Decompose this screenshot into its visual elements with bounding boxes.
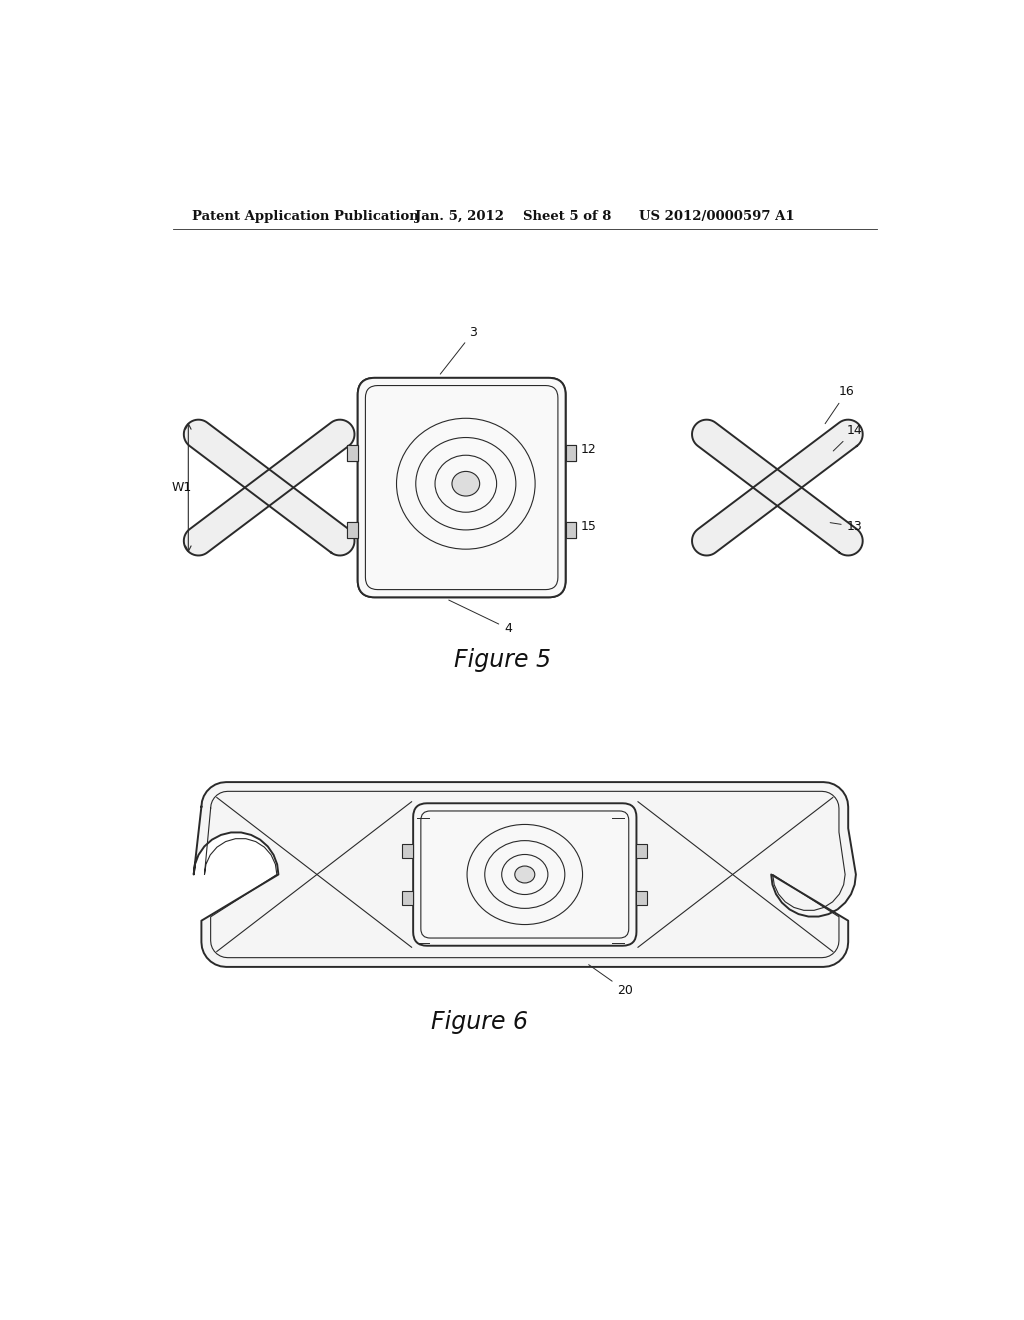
Polygon shape	[692, 420, 862, 556]
Text: 21: 21	[417, 929, 433, 942]
Bar	[347, 523, 357, 537]
Text: W2: W2	[356, 480, 377, 494]
FancyBboxPatch shape	[413, 804, 637, 945]
Bar	[565, 445, 577, 461]
Polygon shape	[194, 781, 856, 966]
FancyBboxPatch shape	[357, 378, 565, 598]
Text: Figure 6: Figure 6	[431, 1010, 527, 1034]
Bar	[402, 843, 413, 858]
Bar	[565, 523, 577, 537]
Polygon shape	[692, 420, 862, 556]
Text: US 2012/0000597 A1: US 2012/0000597 A1	[639, 210, 795, 223]
Text: 13: 13	[830, 520, 862, 533]
Bar	[347, 445, 357, 461]
Text: Figure 5: Figure 5	[454, 648, 551, 672]
Ellipse shape	[452, 471, 479, 496]
Text: Jan. 5, 2012: Jan. 5, 2012	[416, 210, 505, 223]
FancyBboxPatch shape	[357, 378, 565, 598]
Text: 14: 14	[834, 424, 862, 451]
Ellipse shape	[452, 471, 479, 496]
Bar	[637, 891, 647, 906]
Bar	[402, 891, 413, 906]
Bar	[347, 523, 357, 537]
Text: 4: 4	[449, 601, 512, 635]
Bar	[637, 843, 647, 858]
Text: Sheet 5 of 8: Sheet 5 of 8	[523, 210, 611, 223]
Text: 21: 21	[611, 804, 628, 817]
Text: 20: 20	[589, 965, 633, 997]
Text: 15: 15	[581, 520, 596, 532]
Text: W1: W1	[171, 480, 191, 494]
Polygon shape	[184, 420, 354, 556]
Bar	[565, 445, 577, 461]
Ellipse shape	[515, 866, 535, 883]
Text: 21: 21	[417, 804, 433, 817]
Text: 21: 21	[611, 929, 628, 942]
Text: 16: 16	[825, 385, 855, 424]
Polygon shape	[184, 420, 354, 556]
Bar	[347, 445, 357, 461]
Text: Patent Application Publication: Patent Application Publication	[193, 210, 419, 223]
Bar	[565, 523, 577, 537]
Text: 3: 3	[440, 326, 477, 374]
Text: 12: 12	[581, 442, 596, 455]
